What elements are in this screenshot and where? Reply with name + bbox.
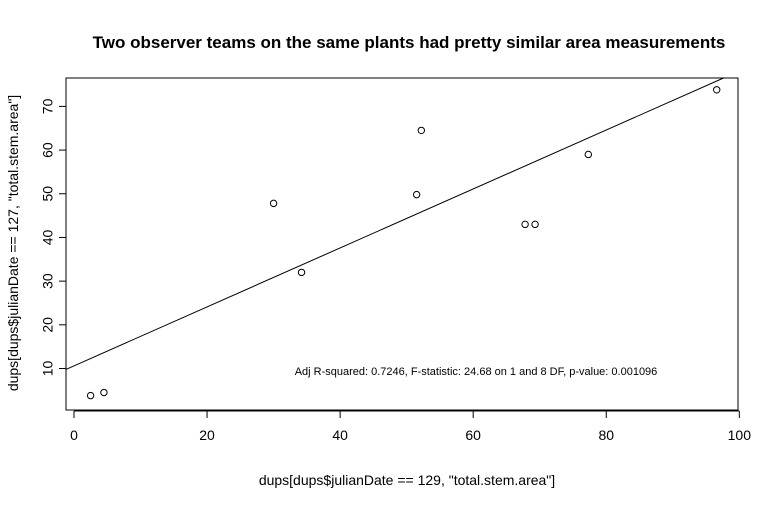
plot-frame	[65, 77, 739, 411]
y-tick-label: 10	[40, 361, 56, 377]
y-tick-label: 40	[40, 229, 56, 245]
regression-line	[65, 77, 724, 370]
x-tick-label: 20	[199, 427, 215, 443]
y-tick-label: 70	[40, 98, 56, 114]
chart-title: Two observer teams on the same plants ha…	[93, 33, 726, 52]
x-axis-label: dups[dups$julianDate == 129, "total.stem…	[259, 472, 555, 488]
data-point	[531, 220, 539, 229]
x-tick-label: 80	[598, 427, 614, 443]
data-point	[521, 220, 529, 229]
x-axis: 0 20 40 60 80 100	[70, 410, 752, 443]
y-tick-label: 50	[40, 186, 56, 202]
data-point	[86, 391, 95, 400]
data-point	[584, 150, 592, 159]
data-point	[713, 86, 721, 94]
x-tick-label: 40	[332, 427, 348, 443]
y-tick-label: 60	[40, 142, 56, 158]
x-tick-label: 100	[728, 427, 752, 443]
data-points	[86, 86, 721, 400]
regression-line-group	[65, 77, 724, 370]
data-point	[412, 190, 421, 199]
regression-annotation: Adj R-squared: 0.7246, F-statistic: 24.6…	[295, 366, 658, 378]
data-point	[297, 268, 306, 277]
data-point	[417, 126, 425, 135]
y-tick-label: 30	[40, 273, 56, 289]
y-tick-label: 20	[40, 317, 56, 333]
x-tick-label: 0	[70, 427, 78, 443]
y-axis: 10 20 30 40 50 60 70	[40, 98, 67, 377]
data-point	[269, 199, 278, 208]
x-tick-label: 60	[465, 427, 481, 443]
y-axis-label: dups[dups$julianDate == 127, "total.stem…	[5, 95, 21, 391]
data-point	[100, 388, 108, 397]
